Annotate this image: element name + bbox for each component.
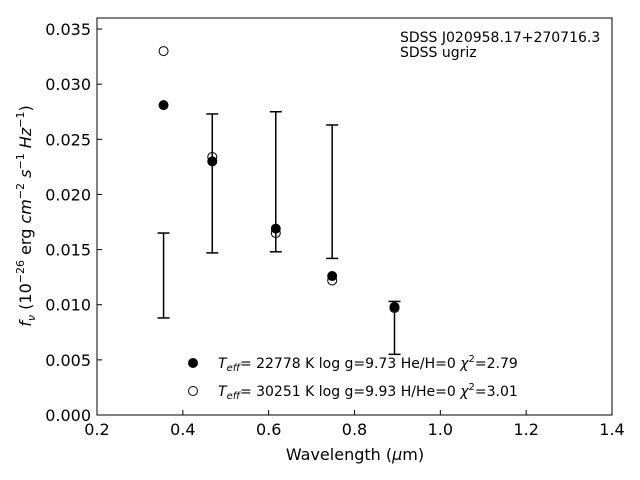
y-tick-label: 0.015 [45,241,91,260]
x-axis-ticks: 0.2 0.4 0.6 0.8 1.0 1.2 1.4 [84,410,625,439]
model-point-open [270,228,281,239]
y-tick-label: 0.010 [45,296,91,315]
x-tick-label: 0.6 [256,420,281,439]
y-tick-label: 0.020 [45,185,91,204]
annotation-bands: SDSS ugriz [400,45,477,61]
model-point-open [327,275,338,286]
x-axis-title: Wavelength (μm) [286,445,424,464]
error-bars [157,110,401,356]
x-tick-label: 1.2 [513,420,538,439]
legend-label-2: Teff= 30251 K log g=9.93 H/He=0 χ2=3.01 [218,382,518,402]
legend-label-1: Teff= 22778 K log g=9.73 He/H=0 χ2=2.79 [218,354,518,374]
model-point-open [389,303,400,314]
model-point-open [158,46,169,57]
legend-marker-open [188,386,198,396]
y-tick-label: 0.025 [45,130,91,149]
x-tick-label: 0.8 [342,420,367,439]
model-point-open [207,151,218,162]
x-tick-label: 1.0 [428,420,453,439]
legend: Teff= 22778 K log g=9.73 He/H=0 χ2=2.79 … [188,354,518,402]
y-tick-label: 0.035 [45,20,91,39]
y-tick-label: 0.030 [45,75,91,94]
x-tick-label: 0.4 [170,420,195,439]
y-tick-label: 0.005 [45,351,91,370]
y-axis-ticks: 0.000 0.005 0.010 0.015 0.020 0.025 0.030 0.035 [45,20,102,425]
x-tick-label: 1.4 [599,420,624,439]
annotation-object: SDSS J020958.17+270716.3 [400,30,600,46]
data-points [158,46,400,314]
y-tick-label: 0.000 [45,406,91,425]
model-point-filled [158,100,169,111]
legend-marker-filled [188,358,198,368]
y-axis-title: fν (10−26 erg cm−2 s−1 Hz−1) [14,105,38,326]
x-tick-label: 0.2 [84,420,109,439]
